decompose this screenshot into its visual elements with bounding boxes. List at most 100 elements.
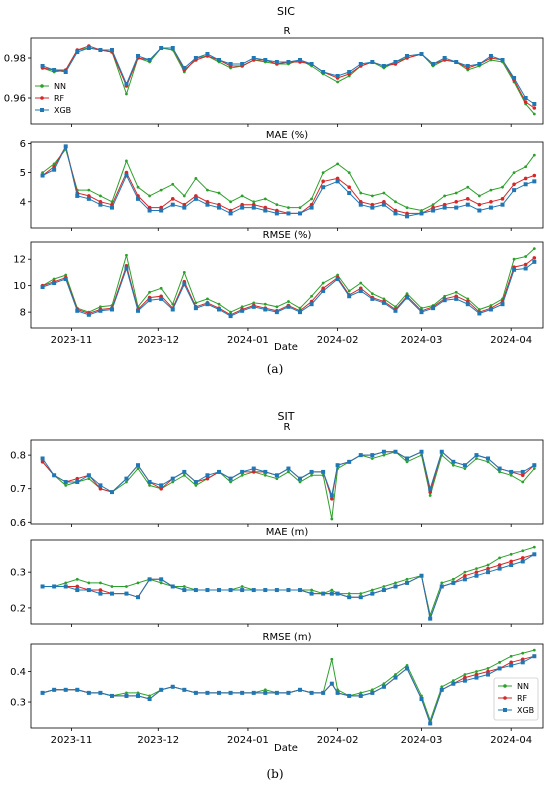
data-point-xgb xyxy=(205,690,210,695)
data-point-xgb xyxy=(335,591,340,596)
data-point-xgb xyxy=(136,196,141,201)
data-point-nn xyxy=(159,188,163,192)
data-point-nn xyxy=(229,200,232,204)
data-point-xgb xyxy=(477,62,482,66)
group-title-sit: SIT xyxy=(278,410,295,423)
data-point-xgb xyxy=(454,296,459,301)
data-point-xgb xyxy=(509,469,514,474)
data-point-rf xyxy=(170,197,175,201)
data-point-nn xyxy=(110,585,114,588)
data-point-nn xyxy=(263,473,267,477)
data-point-rf xyxy=(194,194,198,198)
axes-frame xyxy=(30,37,544,125)
series-line-rf xyxy=(42,45,535,109)
data-point-xgb xyxy=(358,453,363,458)
data-point-nn xyxy=(99,305,102,309)
legend-label-rf: RF xyxy=(54,94,65,103)
data-point-xgb xyxy=(439,449,444,454)
data-point-xgb xyxy=(240,588,245,593)
data-point-xgb xyxy=(512,188,517,193)
data-point-xgb xyxy=(370,591,375,596)
data-point-nn xyxy=(382,297,386,301)
data-point-xgb xyxy=(159,687,164,692)
data-point-rf xyxy=(463,675,467,680)
data-point-xgb xyxy=(63,584,68,589)
data-point-xgb xyxy=(274,473,279,478)
data-point-xgb xyxy=(532,654,537,659)
data-point-nn xyxy=(347,171,351,175)
data-point-rf xyxy=(477,202,482,207)
data-point-xgb xyxy=(182,687,187,692)
data-point-xgb xyxy=(170,307,175,312)
data-point-xgb xyxy=(63,277,68,282)
data-point-xgb xyxy=(217,469,222,474)
data-point-xgb xyxy=(439,584,444,589)
data-point-nn xyxy=(287,206,290,209)
data-point-xgb xyxy=(109,307,114,312)
data-point-xgb xyxy=(309,62,314,66)
data-point-xgb xyxy=(98,308,103,313)
x-tick-label: 2024-02 xyxy=(317,735,359,746)
panel-sit-3: R 0.6 0.7 0.8 xyxy=(10,422,544,529)
series-xgb xyxy=(40,259,537,319)
data-point-xgb xyxy=(170,476,175,481)
data-point-nn xyxy=(451,463,455,467)
data-point-nn xyxy=(394,673,397,676)
data-point-rf xyxy=(442,202,447,207)
data-point-xgb xyxy=(193,306,198,311)
data-point-xgb xyxy=(147,577,152,582)
data-point-nn xyxy=(64,581,68,585)
data-point-nn xyxy=(359,281,363,285)
data-point-xgb xyxy=(462,678,467,683)
x-tick-label: 2023-12 xyxy=(137,335,179,346)
data-point-nn xyxy=(275,477,279,481)
y-tick-label: 0.7 xyxy=(10,484,26,495)
panel-sit-5: RMSE (m) 0.3 0.4 2023-11 2023-12 2024-01 2024-… xyxy=(10,632,544,746)
x-tick-label: 2024-03 xyxy=(401,335,443,346)
data-point-rf xyxy=(486,669,490,674)
data-point-xgb xyxy=(52,281,57,286)
data-point-nn xyxy=(347,289,351,293)
data-point-rf xyxy=(347,185,351,189)
series-line-nn xyxy=(42,451,535,520)
data-point-nn xyxy=(431,203,435,207)
data-point-xgb xyxy=(86,473,91,478)
data-point-rf xyxy=(520,556,525,560)
data-point-xgb xyxy=(228,476,233,481)
data-point-xgb xyxy=(217,205,222,210)
data-point-xgb xyxy=(136,595,141,600)
data-point-rf xyxy=(463,573,467,578)
data-point-xgb xyxy=(309,205,314,210)
data-point-nn xyxy=(451,577,455,581)
data-point-nn xyxy=(466,297,470,301)
data-point-xgb xyxy=(251,205,256,210)
data-point-xgb xyxy=(419,211,424,216)
data-point-xgb xyxy=(274,310,279,315)
data-point-xgb xyxy=(532,102,537,106)
data-point-nn xyxy=(148,290,151,294)
legend: NN RF XGB xyxy=(35,82,71,115)
data-point-nn xyxy=(240,305,244,309)
series-line-rf xyxy=(42,145,535,214)
data-point-xgb xyxy=(182,588,187,593)
series-rf xyxy=(40,144,537,216)
data-point-xgb xyxy=(370,296,375,301)
data-point-xgb xyxy=(488,307,493,312)
series-xgb xyxy=(40,654,537,726)
data-point-xgb xyxy=(512,267,517,272)
data-point-xgb xyxy=(309,469,314,474)
data-point-nn xyxy=(394,581,397,585)
data-point-xgb xyxy=(251,466,256,471)
data-point-nn xyxy=(125,480,128,484)
data-point-nn xyxy=(75,577,79,581)
data-point-nn xyxy=(240,194,244,198)
data-point-nn xyxy=(275,305,279,309)
data-point-xgb xyxy=(393,308,398,313)
data-point-xgb xyxy=(477,208,482,213)
data-point-xgb xyxy=(240,469,245,474)
data-point-rf xyxy=(520,473,525,478)
series-line-rf xyxy=(42,655,535,725)
data-point-nn xyxy=(217,191,221,195)
data-point-xgb xyxy=(251,304,256,309)
data-point-xgb xyxy=(419,449,424,454)
